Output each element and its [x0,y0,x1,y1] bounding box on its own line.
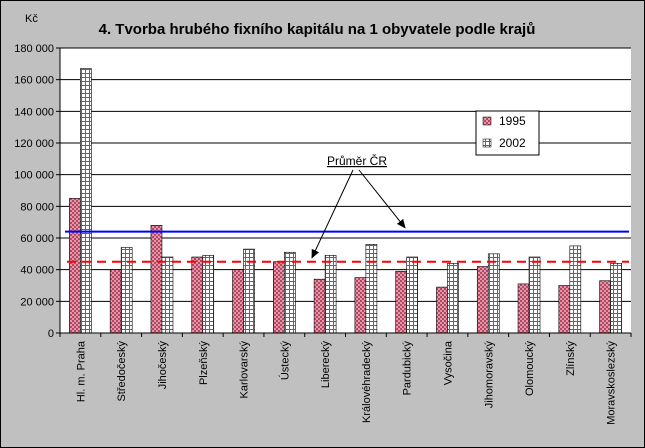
y-tick-label: 60 000 [20,233,54,245]
bar-2002 [447,263,459,334]
legend-swatch-2002 [482,138,492,148]
bar-1995 [558,285,571,334]
bars [69,68,622,334]
bar-2002 [569,245,582,334]
chart-title: 4. Tvorba hrubého fixního kapitálu na 1 … [99,21,536,38]
legend-label-2002: 2002 [499,136,526,150]
bar-2002 [528,256,541,334]
y-tick-label: 160 000 [14,75,54,87]
bar-1995 [395,270,407,334]
x-tick-label: Plzeňský [198,341,210,386]
bar-1995 [354,277,367,334]
bar-2002 [365,244,378,334]
y-tick-label: 80 000 [20,201,54,213]
bar-1995 [517,283,530,334]
x-tick-label: Středočeský [116,341,128,402]
x-tick-label: Hl. m. Praha [75,340,87,402]
annotation-label: Průměr ČR [327,153,387,168]
annotation: Průměr ČR [311,153,406,259]
y-tick-label: 20 000 [20,296,54,308]
y-tick-label: 0 [48,328,54,340]
y-axis-unit: Kč [25,13,38,25]
x-tick-label: Olomoucký [524,341,536,397]
bar-2002 [487,253,500,334]
bar-1995 [109,269,122,334]
bar-1995 [436,286,448,334]
legend-swatch-1995 [482,116,492,126]
bar-1995 [476,266,489,334]
bar-1995 [313,278,326,334]
x-tick-label: Královéhradecký [361,341,373,423]
y-axis-ticks: 0 20 000 40 000 60 000 80 000 100 000 120 000 1… [14,43,60,340]
bar-2002 [324,255,337,334]
bar-2002 [161,256,174,334]
x-tick-label: Jihomoravský [483,341,495,409]
y-tick-label: 180 000 [14,43,54,55]
annotation-arrow-2002 [358,169,406,229]
x-tick-label: Moravskoslezský [606,341,618,425]
x-tick-label: Pardubický [402,341,414,396]
x-tick-label: Jihočeský [157,341,169,390]
plot-area [60,48,631,333]
x-tick-label: Zlínský [565,341,577,376]
bar-1995 [150,225,163,334]
annotation-arrow-1995 [311,169,354,259]
x-axis-labels: Hl. m. Praha Středočeský Jihočeský Plzeňský… [75,340,617,425]
legend-label-1995: 1995 [499,114,526,128]
x-tick-label: Vysočina [442,340,454,385]
bar-1995 [191,256,204,334]
bar-1995 [273,261,285,334]
y-tick-label: 140 000 [14,106,54,118]
legend: 1995 2002 [475,110,540,156]
reference-lines [65,230,629,263]
y-tick-label: 120 000 [14,138,54,150]
x-tick-label: Liberecký [320,341,332,389]
bar-1995 [69,198,81,334]
y-tick-label: 40 000 [20,265,54,277]
bar-2002 [120,247,133,334]
bar-2002 [406,256,418,334]
x-tick-label: Ústecký [278,341,291,381]
bar-2002 [202,255,215,334]
bar-2002 [80,68,92,334]
y-tick-label: 100 000 [14,170,54,182]
x-tick-label: Karlovarský [239,341,251,399]
bar-2002 [610,263,622,334]
bar-2002 [284,251,296,334]
bar-1995 [599,280,611,334]
bar-1995 [232,269,244,334]
axes [59,48,632,337]
